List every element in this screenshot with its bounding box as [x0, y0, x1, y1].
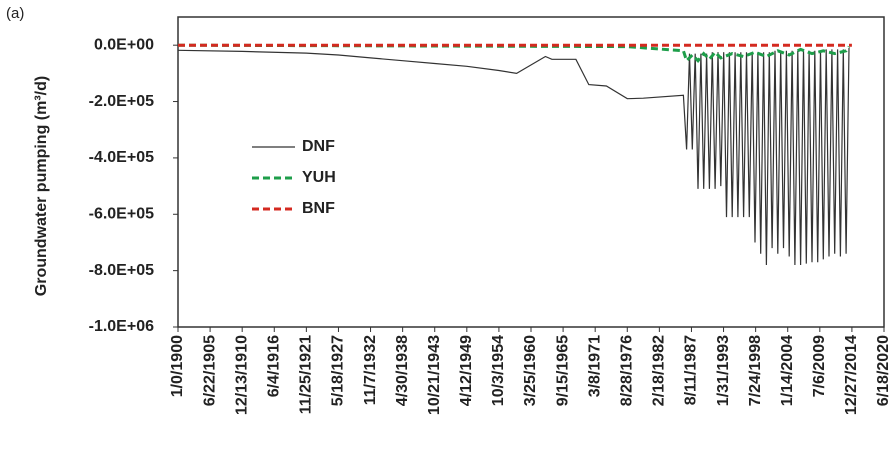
x-tick-label: 5/18/1927 — [330, 335, 347, 406]
y-axis-title: Groundwater pumping (m³/d) — [33, 76, 50, 296]
x-tick-label: 1/31/1993 — [715, 335, 732, 406]
series-line — [177, 47, 850, 266]
x-tick-label: 9/15/1965 — [554, 335, 571, 406]
x-tick-label: 6/4/1916 — [265, 335, 282, 397]
x-tick-label: 12/27/2014 — [843, 335, 860, 415]
legend-label: BNF — [302, 200, 335, 217]
x-tick-label: 8/11/1987 — [683, 335, 700, 405]
x-tick-label: 11/7/1932 — [362, 335, 379, 405]
x-tick-label: 6/22/1905 — [201, 335, 218, 406]
y-tick-label: 0.0E+00 — [94, 36, 154, 53]
plot-frame — [177, 16, 885, 328]
x-tick-label: 1/14/2004 — [779, 335, 796, 406]
y-tick-label: -4.0E+05 — [89, 149, 154, 166]
x-tick-label: 7/24/1998 — [747, 335, 764, 406]
x-tick-label: 6/18/2020 — [875, 335, 892, 406]
y-tick-label: -1.0E+06 — [89, 318, 154, 335]
y-tick-label: -6.0E+05 — [89, 205, 154, 222]
x-tick-label: 2/18/1982 — [651, 335, 668, 406]
x-tick-label: 4/12/1949 — [458, 335, 475, 406]
x-tick-label: 7/6/2009 — [811, 335, 828, 397]
x-tick-label: 10/21/1943 — [426, 335, 443, 415]
x-tick-label: 10/3/1954 — [490, 335, 507, 406]
x-tick-label: 12/13/1910 — [233, 335, 250, 415]
x-tick-label: 4/30/1938 — [394, 335, 411, 406]
x-tick-label: 3/25/1960 — [522, 335, 539, 406]
legend-label: YUH — [302, 169, 336, 186]
x-tick-label: 1/0/1900 — [169, 335, 186, 397]
panel-label: (a) — [6, 5, 24, 22]
x-tick-label: 8/28/1976 — [618, 335, 635, 406]
y-tick-label: -2.0E+05 — [89, 93, 154, 110]
y-tick-label: -8.0E+05 — [89, 262, 154, 279]
x-tick-label: 11/25/1921 — [298, 335, 315, 414]
legend-label: DNF — [302, 138, 335, 155]
x-tick-label: 3/8/1971 — [586, 335, 603, 397]
series-line — [177, 43, 851, 64]
